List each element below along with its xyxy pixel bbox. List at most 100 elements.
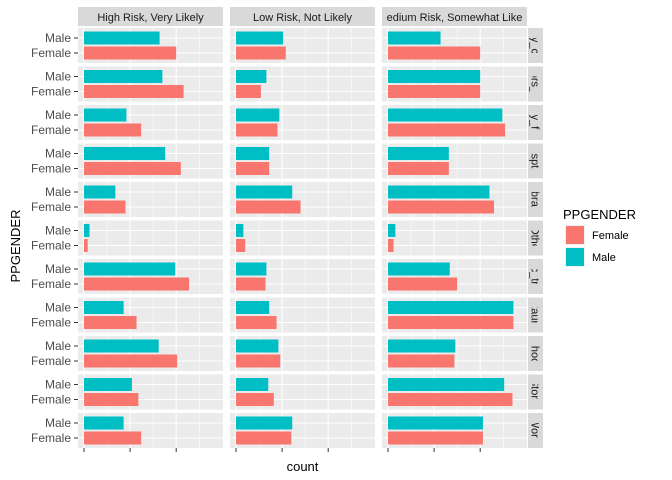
facet-strip-row-9 [528,374,543,410]
bar-female-r6-c0 [84,277,190,291]
bar-female-r6-c2 [388,277,458,291]
bar-male-r5-c0 [84,224,90,237]
bar-male-r7-c1 [236,301,270,314]
facet-col-label-0: High Risk, Very Likely [97,12,204,24]
bar-male-r0-c2 [388,31,441,45]
bar-male-r1-c1 [236,70,267,83]
y-tick-label-female-3: Female [31,162,71,176]
facet-row-label-9: Store [529,379,541,405]
y-tick-label-male-5: Male [45,224,71,238]
bar-female-r3-c2 [388,162,449,175]
y-tick-label-female-8: Female [31,354,71,368]
facet-row-label-1: tors_o [529,69,541,100]
facet-strip-row-0 [528,28,543,63]
facet-strip-row-2 [528,105,543,140]
bar-female-r9-c2 [388,393,513,406]
facet-row-label-6: lic_tra [529,262,541,292]
y-tick-label-male-9: Male [45,378,71,392]
bar-male-r7-c0 [84,301,124,314]
bar-female-r8-c1 [236,354,281,368]
y-tick-label-male-7: Male [45,301,71,315]
bar-male-r9-c0 [84,378,132,391]
bar-male-r6-c0 [84,262,176,276]
y-tick-label-female-6: Female [31,277,71,291]
bar-male-r1-c0 [84,70,163,83]
bar-female-r1-c0 [84,85,184,98]
facet-strip-col-0 [78,7,223,26]
bar-female-r5-c0 [84,239,88,252]
bar-female-r0-c1 [236,46,286,60]
y-tick-label-female-1: Female [31,85,71,99]
bar-female-r1-c1 [236,85,261,98]
y-tick-label-male-0: Male [45,31,71,45]
facet-row-label-2: ily_fri [529,110,541,136]
bar-female-r7-c0 [84,316,137,329]
bar-female-r7-c1 [236,316,277,329]
bar-male-r2-c0 [84,108,127,122]
panel-bg-r5-c2 [382,220,527,256]
legend-label-male: Male [592,252,616,264]
bar-male-r3-c2 [388,147,449,160]
bar-male-r7-c2 [388,301,514,314]
panel-bg-r5-c1 [230,220,375,256]
bar-female-r2-c0 [84,123,142,137]
bar-male-r9-c1 [236,378,269,391]
bar-female-r4-c1 [236,200,301,214]
facet-col-label-2: edium Risk, Somewhat Like [387,12,523,24]
facet-row-label-0: ay_ca [529,31,541,61]
y-tick-label-female-7: Female [31,316,71,330]
y-tick-label-female-10: Female [31,431,71,445]
y-tick-label-female-5: Female [31,239,71,253]
facet-strip-row-5 [528,220,543,256]
facet-strip-col-1 [230,7,375,26]
bar-female-r4-c0 [84,200,126,214]
bar-female-r0-c2 [388,46,481,60]
bar-male-r4-c1 [236,185,293,199]
y-tick-label-female-4: Female [31,200,71,214]
bar-male-r1-c2 [388,70,481,83]
bar-female-r5-c1 [236,239,246,252]
legend-title: PPGENDER [563,207,636,222]
bar-female-r0-c0 [84,46,177,60]
facet-row-label-3: ospta [529,148,541,176]
bar-male-r3-c1 [236,147,270,160]
legend-key-male [566,248,584,266]
bar-female-r2-c1 [236,123,278,137]
legend-label-female: Female [592,230,629,242]
y-tick-label-female-2: Female [31,123,71,137]
bar-female-r8-c2 [388,354,455,368]
y-tick-label-female-0: Female [31,46,71,60]
facet-strip-row-6 [528,259,543,294]
facet-col-label-1: Low Risk, Not Likely [253,12,353,24]
y-tick-label-male-2: Male [45,108,71,122]
bar-male-r10-c2 [388,416,483,430]
bar-male-r6-c1 [236,262,267,276]
bar-female-r7-c2 [388,316,514,329]
bar-male-r10-c1 [236,416,293,430]
y-axis-title: PPGENDER [8,210,23,283]
panel-bg-r5-c0 [78,220,223,256]
bar-male-r0-c1 [236,31,284,45]
facet-strip-row-10 [528,413,543,448]
facet-row-label-10: Work [529,418,541,444]
bar-male-r4-c2 [388,185,490,199]
facet-strip-row-7 [528,297,543,333]
y-tick-label-male-10: Male [45,416,71,430]
bar-female-r1-c2 [388,85,481,98]
facet-strip-row-4 [528,182,543,217]
bar-female-r9-c0 [84,393,139,406]
bar-female-r10-c2 [388,431,483,445]
x-axis-title: count [287,459,319,474]
bar-male-r8-c0 [84,339,159,353]
y-tick-label-male-3: Male [45,147,71,161]
bar-male-r5-c2 [388,224,396,237]
legend-key-female [566,226,584,244]
y-tick-label-male-4: Male [45,185,71,199]
bar-male-r2-c2 [388,108,503,122]
bar-male-r3-c0 [84,147,166,160]
bar-female-r10-c1 [236,431,292,445]
bar-female-r3-c1 [236,162,270,175]
y-tick-label-female-9: Female [31,393,71,407]
bar-male-r10-c0 [84,416,124,430]
